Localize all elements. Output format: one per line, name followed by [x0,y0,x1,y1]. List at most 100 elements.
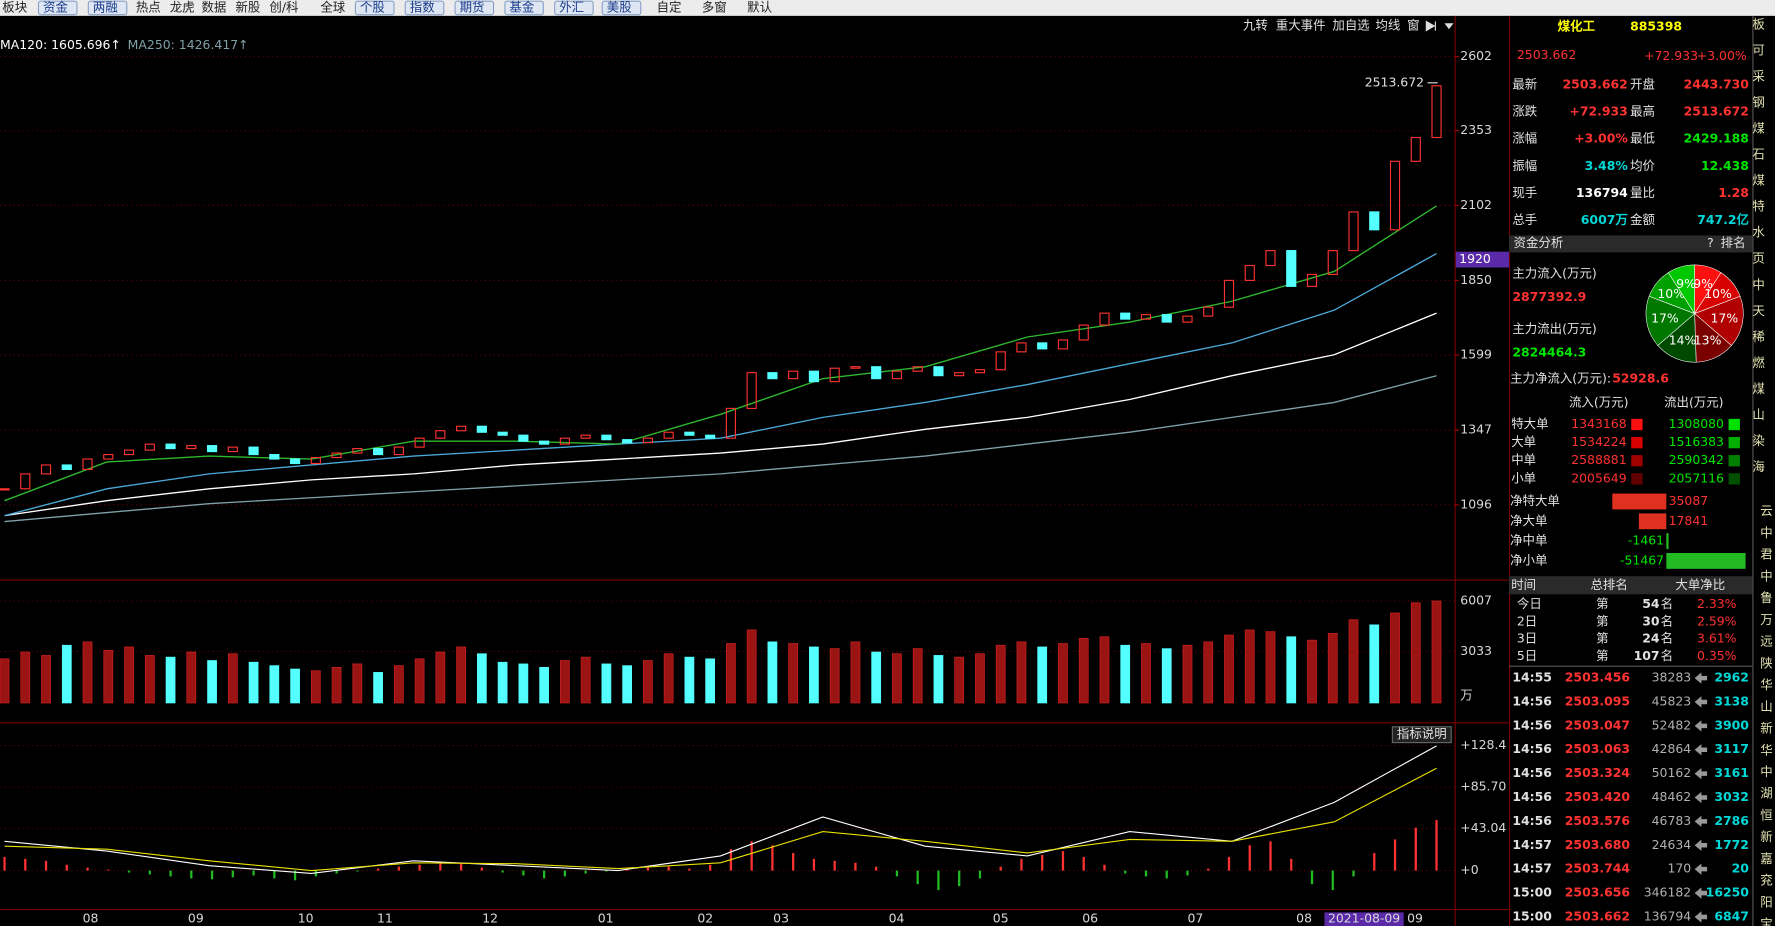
toolbar-button[interactable] [37,0,78,16]
tick-volume: 42864 [1652,741,1692,756]
side-item[interactable]: 云 [1760,503,1772,518]
toolbar-item[interactable]: 美股 [607,0,632,14]
rank-text: 第 [1596,613,1608,628]
toolbar-item[interactable]: 多窗 [702,0,727,14]
candle [974,369,986,374]
side-item[interactable]: 燃 [1752,355,1765,370]
side-item[interactable]: 宝 [1760,916,1772,926]
side-item[interactable]: 煤 [1752,121,1764,136]
rank-period: 5日 [1517,648,1537,663]
macd-bar [65,864,68,871]
pie-slice [1667,264,1695,315]
side-item[interactable]: 中 [1760,764,1772,779]
side-item[interactable]: 华 [1760,677,1772,692]
side-item[interactable]: 万 [1760,612,1772,627]
toolbar-item[interactable]: 全球 [320,0,345,14]
toolbar-item[interactable]: 创/科 [269,0,298,14]
candle [539,440,550,445]
side-item[interactable]: 可 [1752,42,1764,57]
macd-bar [1061,851,1065,871]
toolbar-item[interactable]: 默认 [747,0,772,14]
chart-tool[interactable]: 均线 [1375,18,1400,33]
toolbar-item[interactable]: 指数 [410,0,435,14]
tick-arrow [1694,767,1708,780]
side-item[interactable]: 山 [1752,407,1764,422]
toolbar-item[interactable]: 基金 [509,0,534,14]
toolbar-item[interactable]: 板块 [2,0,27,14]
indicator-button[interactable] [1391,726,1452,744]
chart-tool[interactable]: 加自选 [1332,18,1369,33]
side-item[interactable]: 鲁 [1760,590,1772,605]
candle [289,458,301,465]
macd-bar [1414,827,1417,871]
side-item[interactable]: 兖 [1760,873,1772,888]
toolbar-button[interactable] [404,0,445,16]
indicator-button-label[interactable]: 指标说明 [1397,726,1447,741]
volume-bar [1327,632,1338,704]
y-tick-label: 6007 [1460,592,1492,607]
toolbar-item[interactable]: 资金 [43,0,68,14]
volume-bar [331,666,342,704]
tick-price: 2503.744 [1565,861,1631,876]
chart-tool[interactable]: 窗 [1407,18,1419,33]
volume-bar [809,646,819,704]
side-item[interactable]: 钢 [1752,95,1764,110]
side-item[interactable]: 染 [1752,433,1764,448]
net-label: 净特大单 [1510,493,1560,508]
volume-bar [435,651,446,704]
side-item[interactable]: 陕 [1760,655,1772,670]
pie-slice [1645,295,1696,346]
side-item[interactable]: 君 [1760,547,1772,562]
toolbar-button[interactable] [601,0,642,16]
toolbar-button[interactable] [354,0,395,16]
toolbar-button[interactable] [454,0,495,16]
toolbar-item[interactable]: 期货 [460,0,485,14]
side-item[interactable]: 中 [1752,277,1764,292]
toolbar-item[interactable]: 自定 [657,0,682,14]
volume-bar [975,653,985,704]
side-item[interactable]: 海 [1752,459,1764,474]
fund-help[interactable]: ? [1707,235,1714,250]
side-item[interactable]: 嘉 [1760,851,1772,866]
toolbar-item[interactable]: 两融 [93,0,118,14]
side-item[interactable]: 天 [1752,303,1764,318]
side-item[interactable]: 新 [1760,721,1772,736]
toolbar-item[interactable]: 外汇 [559,0,584,14]
side-item[interactable]: 采 [1752,68,1764,83]
toolbar-button[interactable] [87,0,128,16]
candle [788,370,799,380]
side-item[interactable]: 湖 [1760,786,1772,801]
side-item[interactable]: 稀 [1752,329,1764,344]
tool-icon[interactable] [1425,20,1454,32]
side-item[interactable]: 远 [1760,634,1772,649]
side-item[interactable]: 板 [1752,16,1765,31]
side-item[interactable]: 煤 [1752,381,1764,396]
side-item[interactable]: 石 [1752,147,1764,162]
side-item[interactable]: 中 [1760,525,1772,540]
side-item[interactable]: 恒 [1760,807,1772,822]
side-item[interactable]: 煤 [1752,173,1764,188]
toolbar-item[interactable]: 热点 [136,0,161,14]
toolbar-item[interactable]: 数据 [201,0,226,14]
toolbar-item[interactable]: 龙虎 [170,0,195,14]
y-tick-label: 3033 [1460,643,1492,658]
side-item[interactable]: 阳 [1760,894,1772,909]
side-item[interactable]: 水 [1752,225,1765,240]
toolbar-item[interactable]: 新股 [235,0,260,14]
side-item[interactable]: 特 [1752,199,1764,214]
fund-rank[interactable]: 排名 [1721,235,1746,250]
toolbar-item[interactable]: 个股 [360,0,385,14]
chart-tool[interactable]: 重大事件 [1276,18,1326,33]
toolbar-button[interactable] [554,0,594,16]
side-item[interactable]: 华 [1760,742,1772,757]
side-item[interactable]: 新 [1760,829,1772,844]
tick-price: 2503.662 [1565,908,1630,923]
chart-tool[interactable]: 九转 [1243,18,1268,33]
y-tick-label: 1850 [1460,272,1492,287]
side-item[interactable]: 中 [1760,568,1772,583]
volume-bar [1307,639,1317,704]
side-item[interactable]: 山 [1760,699,1772,714]
side-item[interactable]: 页 [1752,251,1764,266]
toolbar-button[interactable] [504,0,544,16]
quote-label: 均价 [1630,158,1655,173]
